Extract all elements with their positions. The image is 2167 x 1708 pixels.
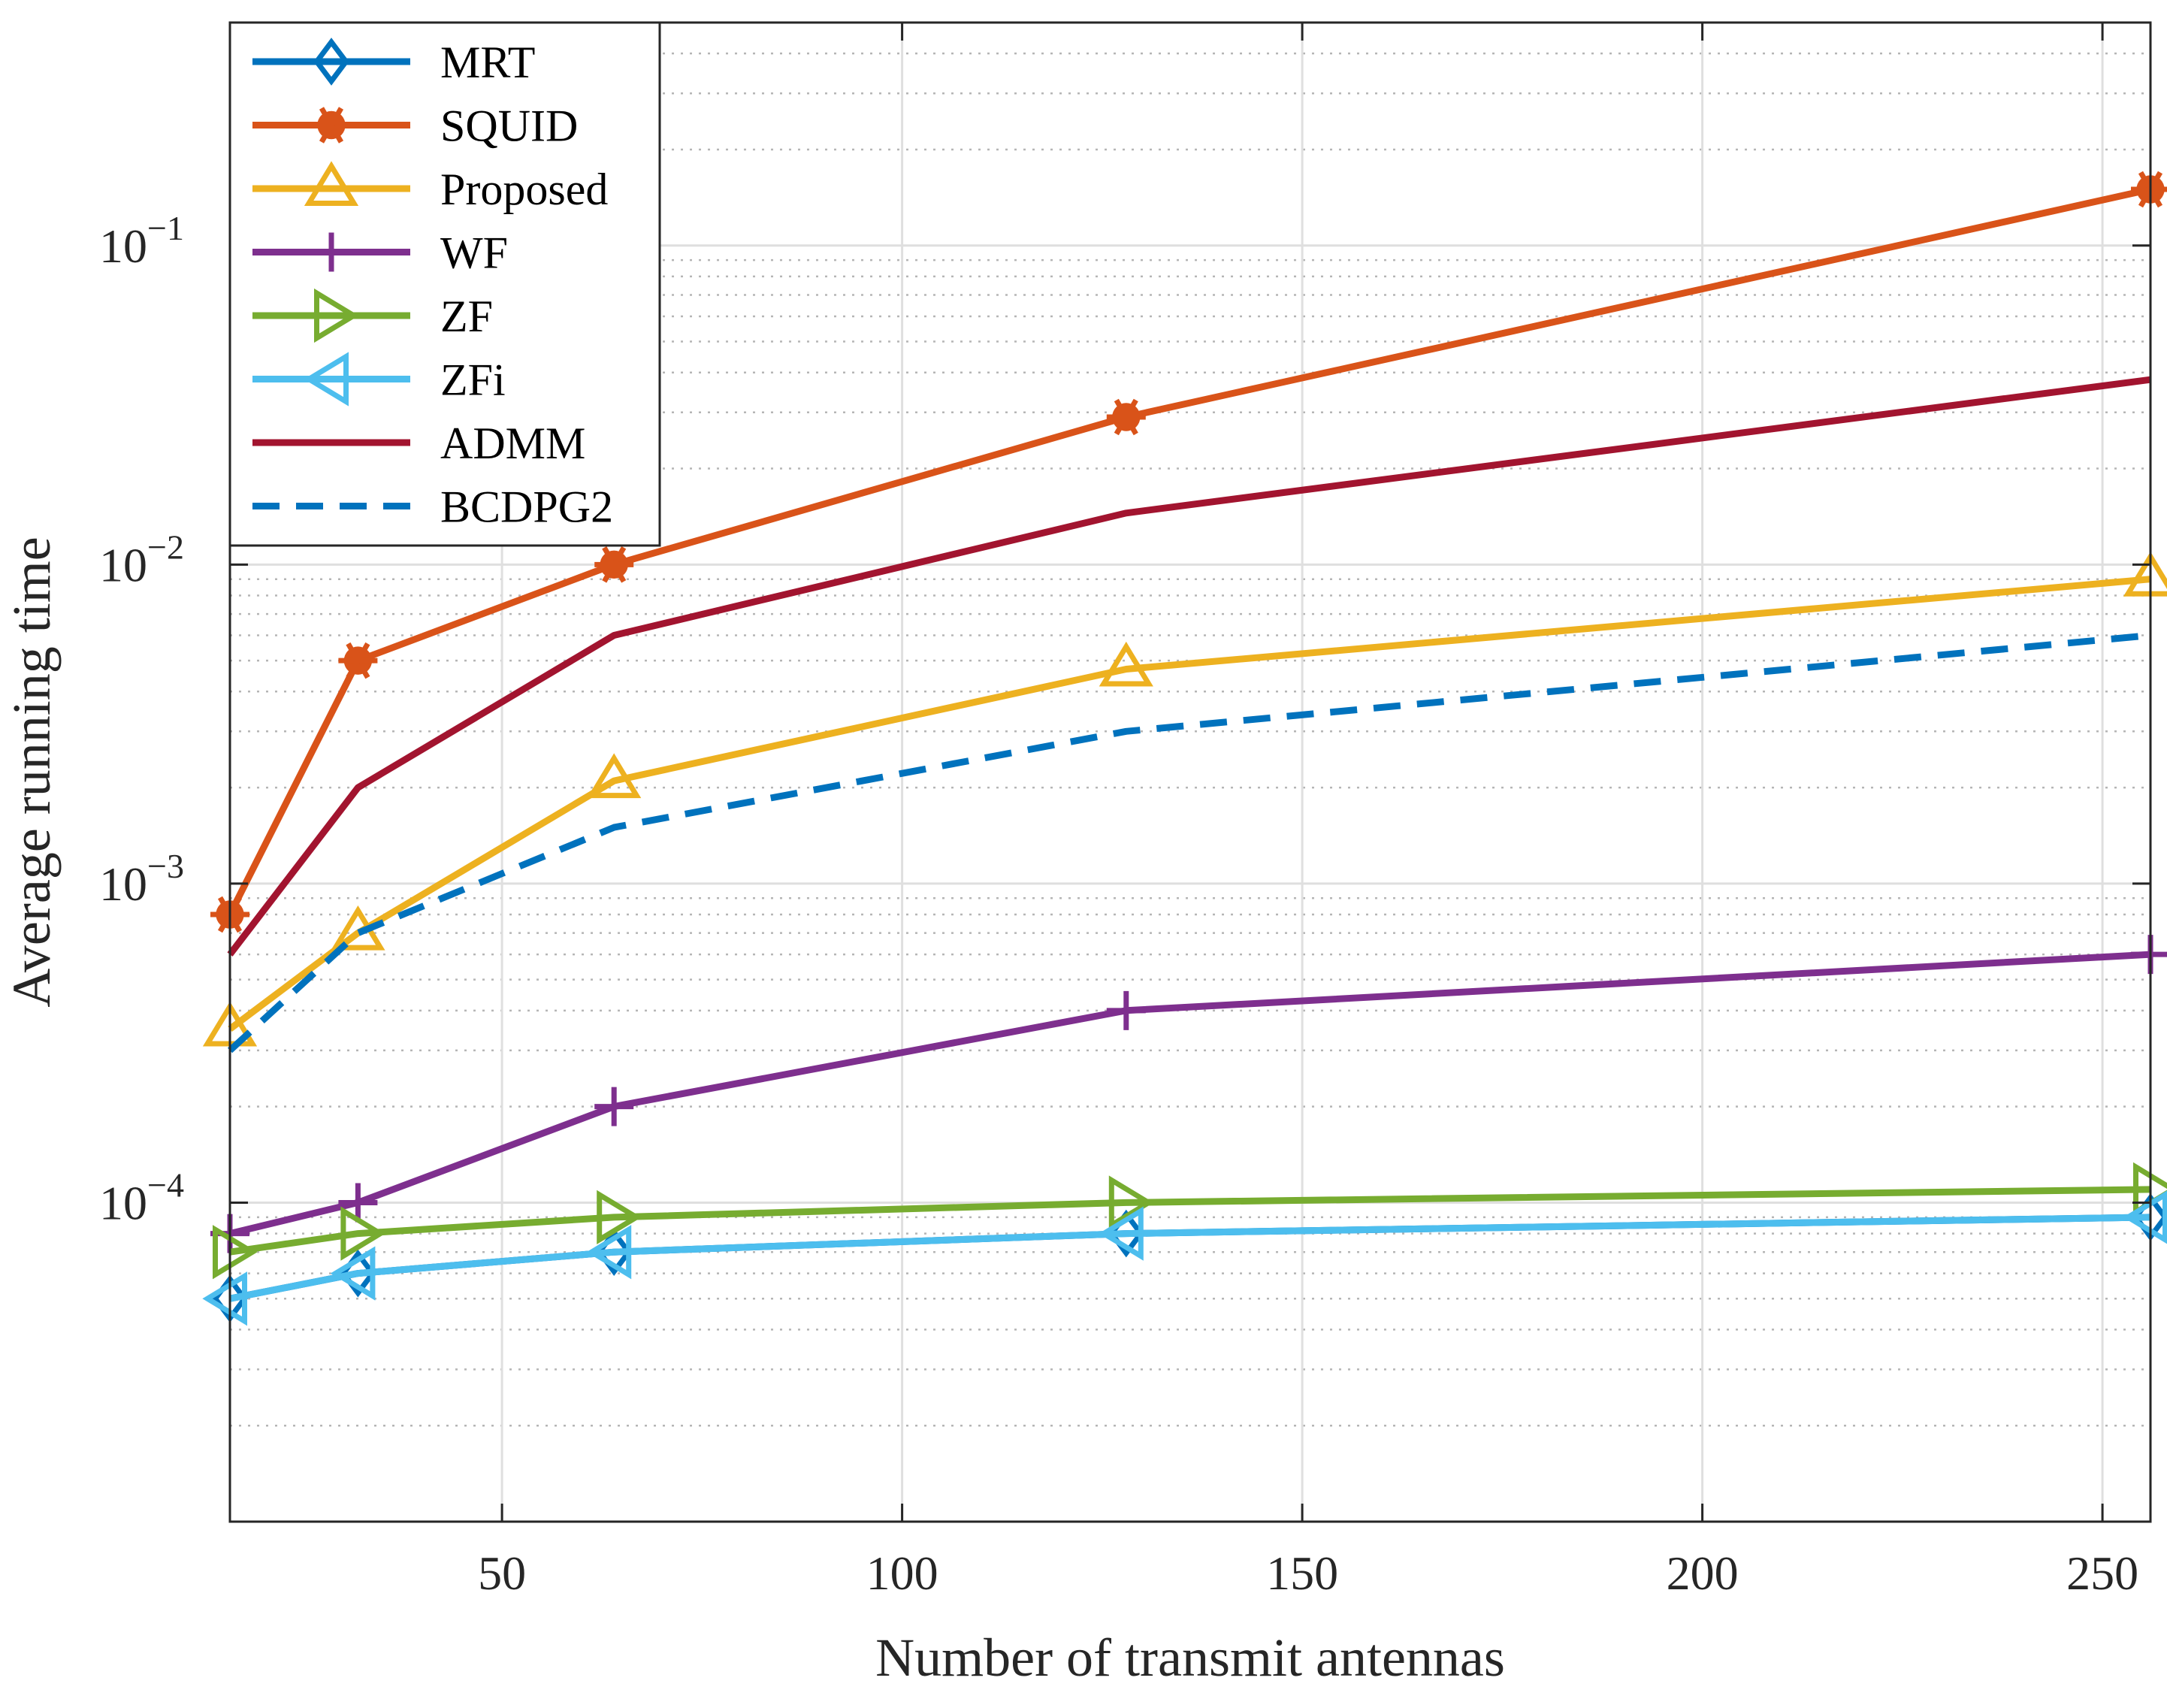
legend-entry: SQUID: [252, 101, 578, 151]
data-point: [338, 642, 378, 679]
legend-entry: ZF: [252, 288, 493, 343]
series-admm: [227, 376, 2151, 957]
legend-label: ZFi: [440, 355, 506, 405]
x-tick-label: 250: [2066, 1546, 2138, 1600]
data-point: [2123, 1190, 2167, 1244]
y-tick-label: 10−1: [99, 209, 184, 273]
legend-entry: Proposed: [252, 161, 608, 214]
series-line-zf: [229, 1186, 2151, 1256]
series-zfi: [202, 1190, 2167, 1326]
x-tick-label: 100: [866, 1546, 938, 1600]
series-line-proposed: [228, 576, 2151, 1032]
series-line-bcdpg2: [227, 632, 2151, 1054]
plot-frame: [228, 21, 2152, 1523]
data-point: [1106, 990, 1146, 1030]
data-point: [597, 1190, 642, 1244]
data-point: [340, 1206, 386, 1261]
y-tick-label: 10−3: [99, 847, 184, 911]
series-group: [202, 171, 2167, 1326]
legend-label: MRT: [440, 38, 535, 87]
data-point: [594, 1087, 634, 1126]
y-axis-label: Average running time: [2, 537, 62, 1007]
legend-label: BCDPG2: [440, 482, 613, 532]
data-point: [213, 1225, 258, 1280]
legend-entry: ZFi: [252, 352, 506, 407]
legend-entry: WF: [252, 228, 508, 278]
legend-marker: [314, 288, 359, 343]
legend: MRT SQUID Proposed WF ZF ZFi ADMM BCDPG2: [228, 21, 661, 547]
data-point: [202, 1271, 247, 1326]
data-point: [338, 1183, 378, 1223]
legend-entry: BCDPG2: [252, 482, 613, 532]
series-bcdpg2: [227, 632, 2151, 1054]
series-line-zfi: [229, 1214, 2151, 1302]
data-point: [587, 753, 642, 799]
data-point: [330, 1246, 376, 1301]
y-tick-label: 10−4: [99, 1165, 184, 1229]
data-point: [1108, 1175, 1154, 1230]
legend-box: [228, 21, 661, 547]
legend-marker: [304, 352, 349, 407]
legend-label: SQUID: [440, 101, 578, 151]
x-axis-label: Number of transmit antennas: [875, 1628, 1505, 1688]
legend-label: WF: [440, 228, 508, 278]
data-point: [1099, 641, 1153, 687]
y-tick-label: 10−2: [99, 528, 184, 591]
legend-entry: MRT: [252, 38, 535, 87]
legend-label: ZF: [440, 292, 493, 341]
legend-marker: [312, 232, 351, 272]
axis-ticks: 50 100 150 200 250 10−4 10−3 10−2 10−1: [99, 23, 2150, 1600]
legend-marker: [312, 107, 351, 144]
legend-marker: [313, 38, 349, 86]
x-tick-label: 150: [1266, 1546, 1338, 1600]
data-point: [594, 546, 634, 583]
series-line-admm: [227, 376, 2151, 957]
legend-entry: ADMM: [252, 419, 585, 468]
x-tick-label: 200: [1667, 1546, 1739, 1600]
series-zf: [213, 1162, 2167, 1280]
legend-label: Proposed: [440, 165, 608, 214]
data-point: [1106, 398, 1146, 436]
legend-label: ADMM: [440, 419, 585, 468]
legend-marker: [304, 161, 359, 206]
data-point: [1099, 1206, 1144, 1261]
x-tick-label: 50: [478, 1546, 526, 1600]
data-point: [586, 1225, 632, 1280]
